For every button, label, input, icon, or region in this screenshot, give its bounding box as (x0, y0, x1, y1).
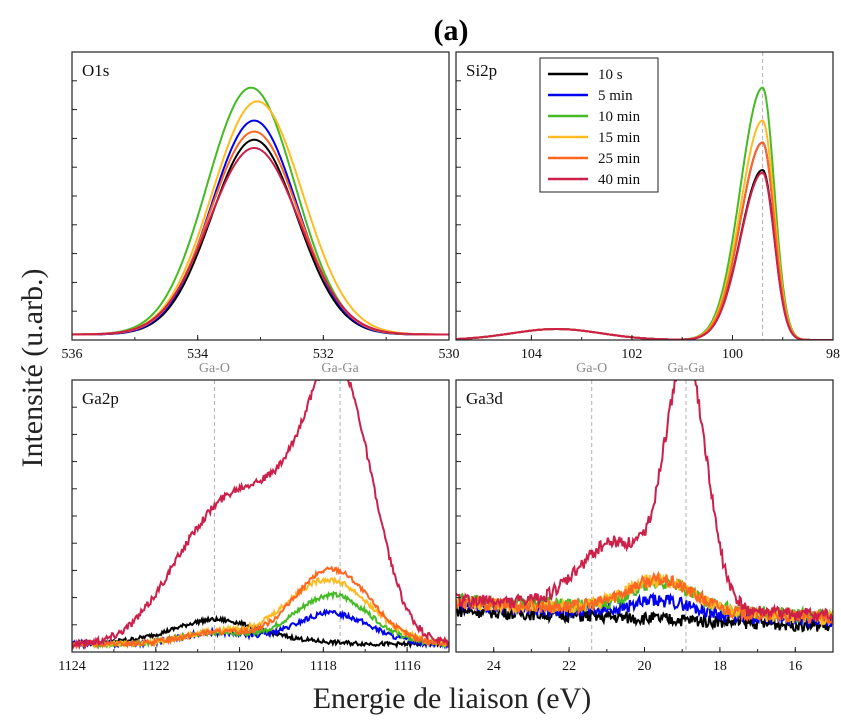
x-tick-label: 104 (521, 347, 542, 362)
x-tick-label: 24 (487, 659, 501, 674)
legend-entry: 10 min (598, 109, 641, 125)
x-tick-label: 98 (826, 347, 840, 362)
x-tick-label: 1116 (394, 659, 421, 674)
x-tick-label: 534 (187, 347, 208, 362)
legend-box (539, 57, 659, 193)
panel-si2p: 104 102 100 98 Si2p (455, 51, 840, 362)
legend-entry: 40 min (598, 172, 641, 188)
panel-ga3d: Ga-O Ga-Ga 24 22 20 18 16 Ga3d (455, 361, 834, 674)
legend-entry: 25 min (598, 151, 641, 167)
legend: 10 s 5 min 10 min 15 min 25 min 40 min (539, 57, 659, 193)
series-line-40-min (72, 380, 449, 651)
x-tick-label: 1118 (310, 659, 337, 674)
x-tick-label: 16 (788, 659, 802, 674)
ref-line-label: Ga-O (576, 361, 607, 376)
ref-line-label: Ga-Ga (321, 361, 359, 376)
series-line-10-min (72, 86, 449, 336)
figure-title: (a) (434, 14, 469, 47)
x-tick-label: 1120 (226, 659, 253, 674)
x-tick-label: 530 (439, 347, 460, 362)
series-line-10-min (72, 590, 449, 650)
panel-label: O1s (82, 61, 109, 80)
series-line-40-min (72, 147, 449, 336)
panel-frame (71, 51, 450, 341)
x-axis-title: Energie de liaison (eV) (313, 682, 592, 715)
series-line-25-min (456, 570, 833, 625)
x-tick-label: 20 (638, 659, 652, 674)
panel-label: Ga2p (82, 389, 119, 408)
legend-entry: 10 s (598, 67, 623, 83)
series-line-25-min (72, 565, 449, 651)
legend-entry: 5 min (598, 88, 633, 104)
ref-line-label: Ga-O (199, 361, 230, 376)
panel-ga2p: Ga-O Ga-Ga 1124 1122 1120 1118 1116 Ga2p (58, 361, 450, 674)
series-line-40-min (456, 380, 833, 622)
panel-o1s: 536 534 532 530 O1s (62, 51, 460, 362)
series-line-25-min (72, 130, 449, 336)
x-tick-label: 532 (313, 347, 334, 362)
x-tick-label: 536 (62, 347, 83, 362)
series-line-5-min (72, 119, 449, 336)
ref-line-label: Ga-Ga (667, 361, 705, 376)
x-tick-label: 22 (562, 659, 576, 674)
series-line-10-s (72, 138, 449, 336)
panel-frame (71, 379, 450, 653)
y-axis-title: Intensité (u.arb.) (16, 268, 49, 467)
x-tick-label: 100 (722, 347, 743, 362)
series-line-15-min (72, 100, 449, 336)
legend-entry: 15 min (598, 130, 641, 146)
panel-label: Ga3d (466, 389, 503, 408)
x-tick-label: 1124 (58, 659, 85, 674)
x-tick-label: 1122 (142, 659, 169, 674)
x-tick-label: 18 (713, 659, 727, 674)
series-line-40-min (456, 171, 833, 340)
panel-label: Si2p (466, 61, 497, 80)
x-tick-label: 102 (621, 347, 642, 362)
